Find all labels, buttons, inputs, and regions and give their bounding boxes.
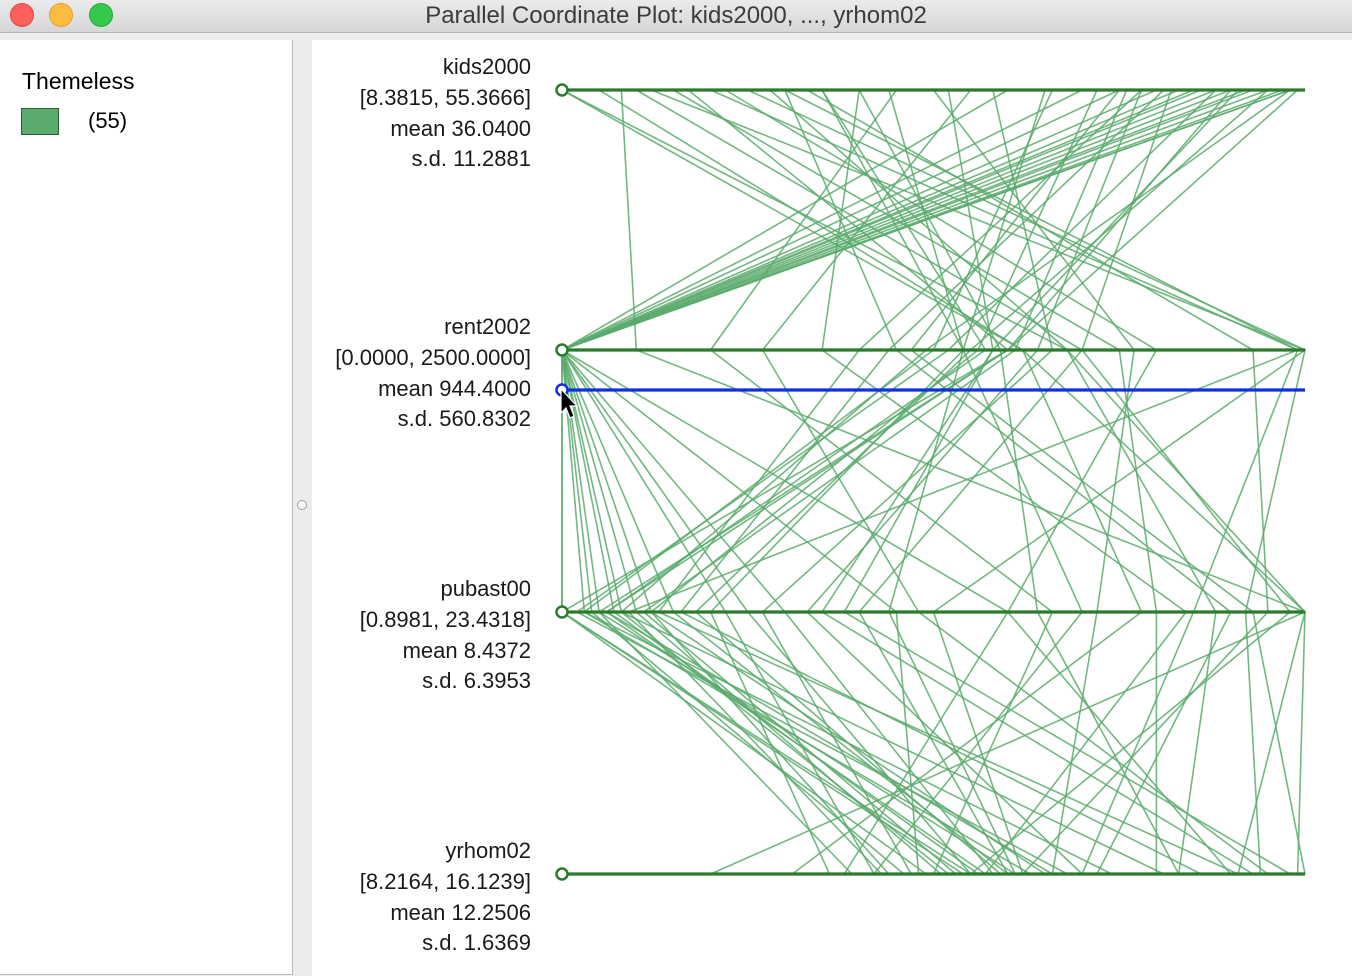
axis-name-kids2000: kids2000 [443,54,531,79]
axis-mean-pubast00: mean 8.4372 [403,638,531,663]
axis-handle-yrhom02[interactable] [555,867,569,881]
observation-line-31 [820,89,1254,875]
zoom-window-button[interactable] [89,3,113,27]
observation-line-28 [619,89,1291,875]
observation-line-36 [709,89,1054,875]
observation-line-37 [888,89,1016,875]
observation-line-35 [605,89,1299,875]
observation-line-51 [560,89,1010,875]
parallel-coordinate-plot[interactable]: kids2000 [8.3815, 55.3666] mean 36.0400 s.d… [312,40,1352,976]
observation-line-38 [821,89,1084,875]
observation-line-18 [597,89,1232,875]
observation-line-15 [560,89,1202,875]
axis-handle-kids2000[interactable] [555,83,569,97]
observation-line-21 [627,89,1300,875]
observation-line-13 [560,89,1254,875]
legend-panel: Themeless (55) [0,40,293,975]
observation-line-9 [560,89,1157,875]
axis-name-pubast00: pubast00 [440,576,531,601]
plot-canvas[interactable]: kids2000 [8.3815, 55.3666] mean 36.0400 s.d… [312,40,1352,976]
legend-title: Themeless [22,68,135,94]
observation-line-7 [561,89,1217,875]
observation-line-44 [769,89,1306,875]
legend-color-swatch[interactable] [21,108,59,135]
observation-line-48 [561,89,1217,875]
observation-line-33 [657,89,1239,875]
observation-line-47 [650,89,1306,875]
observation-line-49 [710,89,1299,875]
axis-sd-yrhom02: s.d. 1.6369 [422,930,531,955]
observation-line-20 [605,89,987,875]
axis-range-kids2000: [8.3815, 55.3666] [360,85,531,110]
axis-mean-rent2002: mean 944.4000 [378,376,531,401]
observation-line-34 [843,89,1291,875]
observation-line-5 [561,89,1283,875]
legend-category-count: (55) [88,108,128,133]
observation-line-50 [806,89,1269,875]
observation-line-41 [932,89,1135,875]
axis-range-rent2002: [0.0000, 2500.0000] [335,345,531,370]
panel-splitter[interactable] [293,40,312,976]
axis-mean-yrhom02: mean 12.2506 [390,900,531,925]
observation-line-19 [806,89,1143,875]
observation-line-40 [672,89,1158,874]
minimize-window-button[interactable] [49,3,73,27]
axis-name-rent2002: rent2002 [444,314,531,339]
observation-line-55 [761,89,1269,875]
splitter-grip[interactable] [297,500,307,510]
axis-range-yrhom02: [8.2164, 16.1239] [360,869,531,894]
axis-sd-kids2000: s.d. 11.2881 [412,146,531,171]
axis-sd-pubast00: s.d. 6.3953 [422,668,531,693]
window-title: Parallel Coordinate Plot: kids2000, ...,… [425,2,927,29]
axis-range-pubast00: [0.8981, 23.4318] [360,607,531,632]
observation-line-53 [620,89,1308,875]
close-window-button[interactable] [10,3,34,27]
axis-sd-rent2002: s.d. 560.8302 [398,406,531,431]
observation-line-52 [910,89,1306,875]
observation-line-32 [858,89,1180,875]
observation-line-24 [642,89,1128,875]
axis-handle-pubast00[interactable] [555,605,569,619]
observation-line-54 [821,89,1188,875]
observation-line-10 [561,89,1083,875]
observation-line-4 [560,89,1269,875]
axis-handle-rent2002[interactable] [555,343,569,357]
observation-line-6 [561,89,1194,875]
axis-mean-kids2000: mean 36.0400 [390,116,531,141]
window-titlebar: Parallel Coordinate Plot: kids2000, ...,… [0,0,1352,33]
observation-line-46 [635,89,1292,875]
observation-line-27 [575,89,1217,875]
mouse-pointer-icon [560,387,579,419]
axis-name-yrhom02: yrhom02 [445,838,531,863]
observation-line-45 [561,89,1306,875]
